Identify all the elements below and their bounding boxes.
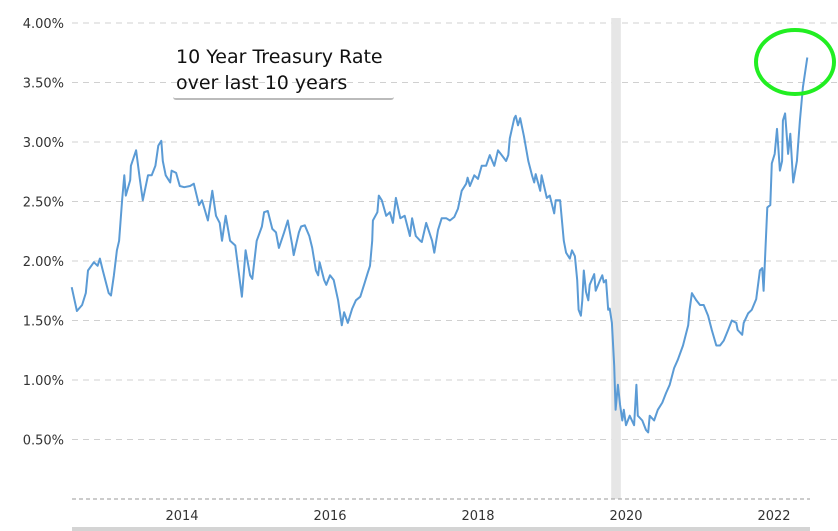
- annotation-line-2: over last 10 years: [176, 72, 348, 94]
- series-line-10y-treasury: [70, 57, 809, 434]
- navigator-scrollbar[interactable]: [72, 527, 810, 531]
- x-tick-label: 2016: [313, 509, 346, 524]
- y-tick-label: 1.50%: [23, 315, 64, 330]
- y-tick-label: 2.50%: [23, 196, 64, 211]
- y-tick-label: 3.00%: [23, 136, 64, 151]
- x-tick-label: 2020: [609, 509, 642, 524]
- x-axis-ticks: 2014 2016 2018 2020 2022: [165, 509, 790, 524]
- y-axis-ticks: 0.50% 1.00% 1.50% 2.00% 2.50% 3.00% 3.50% 4.00%: [23, 17, 64, 449]
- y-tick-label: 0.50%: [23, 434, 64, 449]
- annotation-line-1: 10 Year Treasury Rate: [176, 46, 383, 68]
- y-tick-label: 3.50%: [23, 77, 64, 92]
- chart-annotation: 10 Year Treasury Rate over last 10 years: [173, 44, 394, 100]
- y-tick-label: 4.00%: [23, 17, 64, 32]
- x-tick-label: 2018: [461, 509, 494, 524]
- x-tick-label: 2022: [757, 509, 790, 524]
- highlight-circle: [754, 28, 836, 96]
- x-tick-label: 2014: [165, 509, 198, 524]
- recession-band: [611, 18, 621, 499]
- y-tick-label: 2.00%: [23, 255, 64, 270]
- y-tick-label: 1.00%: [23, 374, 64, 389]
